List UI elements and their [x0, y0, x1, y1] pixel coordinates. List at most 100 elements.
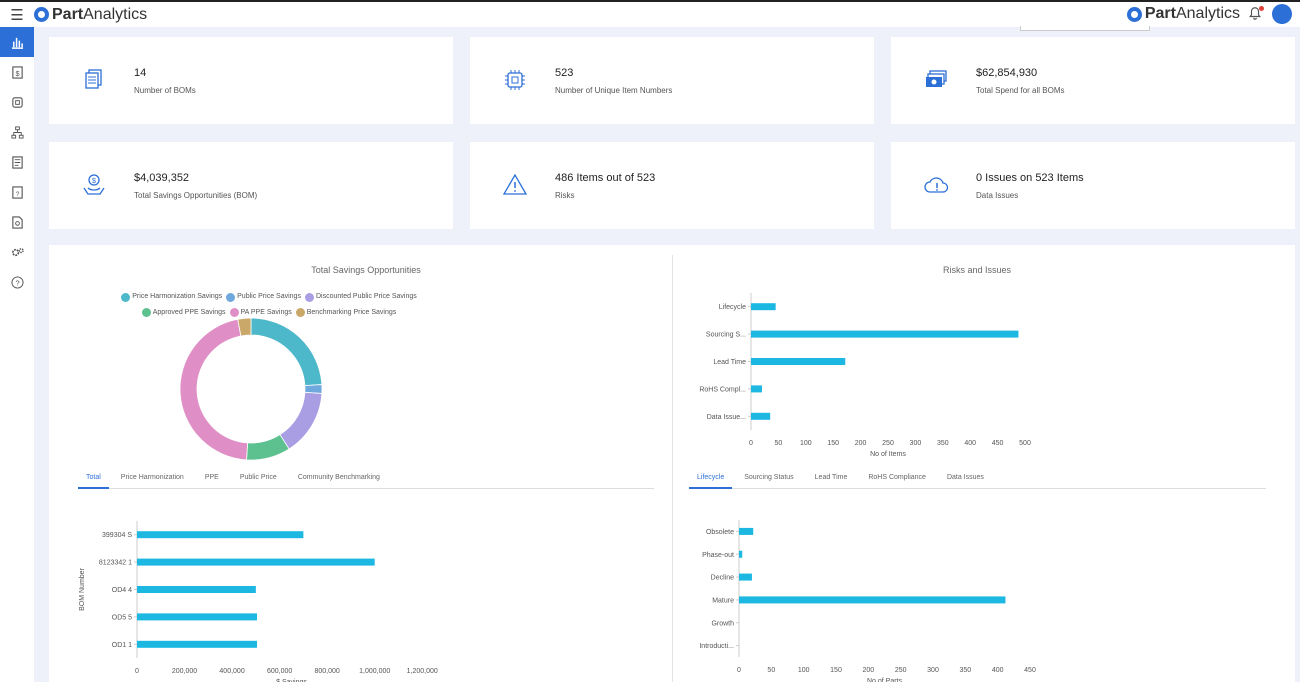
legend-label: Price Harmonization Savings: [132, 293, 223, 300]
kpi-value: $4,039,352: [134, 172, 190, 184]
tab-community-benchmarking[interactable]: Community Benchmarking: [297, 474, 380, 481]
savings-title: Total Savings Opportunities: [311, 265, 421, 275]
svg-text:?: ?: [15, 190, 19, 197]
y-tick-label: Obsolete: [706, 529, 734, 536]
legend-swatch: [304, 292, 314, 302]
y-axis-label: BOM Number: [79, 567, 86, 610]
sidebar-item-help[interactable]: ?: [0, 267, 34, 297]
documents-icon: [85, 69, 102, 89]
donut-slice: [250, 317, 323, 387]
x-tick-label: 300: [927, 667, 939, 674]
x-axis-label: No of Items: [870, 451, 906, 458]
x-tick-label: 500: [1019, 440, 1031, 447]
logo[interactable]: Part Analytics: [34, 6, 147, 24]
logo-bold: Part: [1144, 5, 1176, 22]
x-tick-label: 600,000: [267, 668, 292, 675]
legend-item[interactable]: Benchmarking Price Savings: [295, 307, 397, 319]
donut-slice: [179, 318, 249, 461]
kpi-card-boms[interactable]: 14 Number of BOMs: [49, 37, 453, 124]
sidebar-item-hierarchy[interactable]: [0, 117, 34, 147]
y-tick-label: OD1 1: [112, 642, 132, 649]
y-tick-label: OD5 5: [112, 614, 132, 621]
avatar[interactable]: [1272, 4, 1292, 24]
risks-tabs: Lifecycle Sourcing Status Lead Time RoHS Co…: [689, 470, 1266, 489]
y-tick-label: 399304 S: [102, 532, 132, 539]
bar: [751, 385, 762, 393]
search-input[interactable]: [1020, 26, 1150, 31]
hierarchy-icon: [10, 125, 24, 139]
savings-legend: Price Harmonization Savings Public Price …: [79, 291, 459, 322]
bar: [751, 303, 776, 311]
x-tick-label: 50: [775, 440, 783, 447]
kpi-card-savings[interactable]: $ $4,039,352 Total Savings Opportunities…: [49, 142, 453, 229]
tab-ppe[interactable]: PPE: [204, 474, 219, 481]
logo-right[interactable]: Part Analytics: [1126, 5, 1240, 23]
x-tick-label: 200: [862, 667, 874, 674]
donut-slice: [237, 317, 252, 337]
bar: [739, 550, 743, 558]
y-tick-label: Sourcing S...: [706, 332, 746, 339]
risks-bar-chart: Lifecycle Sourcing S... Lead Time RoHS Comp…: [699, 293, 1031, 458]
bar: [739, 596, 1006, 604]
x-tick-label: 250: [882, 440, 894, 447]
kpi-label: Number of BOMs: [134, 86, 196, 95]
x-tick-label: 1,200,000: [407, 668, 438, 675]
sidebar-item-spend[interactable]: $: [0, 57, 34, 87]
legend-item[interactable]: Discounted Public Price Savings: [304, 291, 417, 303]
sidebar-item-quotes[interactable]: ?: [0, 177, 34, 207]
legend-item[interactable]: PA PPE Savings: [229, 307, 292, 319]
x-tick-label: 450: [992, 440, 1004, 447]
legend-item[interactable]: Price Harmonization Savings: [121, 291, 222, 303]
kpi-card-data-issues[interactable]: 0 Issues on 523 Items Data Issues: [891, 142, 1295, 229]
savings-hand-icon: $: [83, 174, 105, 195]
sidebar-item-reports[interactable]: [0, 147, 34, 177]
legend-item[interactable]: Approved PPE Savings: [141, 307, 226, 319]
money-document-icon: ?: [11, 185, 23, 199]
sidebar-item-dashboard[interactable]: [0, 27, 34, 57]
sidebar-item-settings[interactable]: [0, 237, 34, 267]
bar: [751, 412, 771, 420]
kpi-value: 0 Issues on 523 Items: [976, 172, 1084, 184]
legend-label: Public Price Savings: [237, 293, 301, 300]
tab-rohs-compliance[interactable]: RoHS Compliance: [868, 474, 926, 481]
legend-item[interactable]: Public Price Savings: [226, 291, 301, 303]
y-tick-label: OD4 4: [112, 587, 132, 594]
bell-icon[interactable]: [1248, 6, 1264, 22]
legend-label: Approved PPE Savings: [152, 308, 226, 316]
x-tick-label: 200,000: [172, 668, 197, 675]
tab-lifecycle[interactable]: Lifecycle: [689, 470, 733, 489]
risks-title: Risks and Issues: [942, 265, 1012, 275]
y-tick-label: RoHS Compl...: [699, 386, 746, 393]
kpi-card-total-spend[interactable]: $62,854,930 Total Spend for all BOMs: [891, 37, 1295, 124]
legend-label: Benchmarking Price Savings: [306, 308, 397, 316]
sidebar: $ ? ?: [0, 27, 34, 682]
tab-price-harmonization[interactable]: Price Harmonization: [120, 474, 184, 481]
x-axis-label: $ Savings: [276, 679, 307, 682]
panel-divider: [672, 255, 673, 682]
hamburger-icon[interactable]: ☰: [10, 6, 24, 24]
tab-lead-time[interactable]: Lead Time: [814, 474, 848, 481]
cloud-alert-icon: [924, 177, 949, 193]
x-tick-label: 250: [895, 667, 907, 674]
kpi-card-unique-items[interactable]: 523 Number of Unique Item Numbers: [470, 37, 874, 124]
x-tick-label: 450: [1024, 667, 1036, 674]
y-tick-label: Lifecycle: [719, 304, 746, 311]
kpi-value: $62,854,930: [976, 67, 1038, 79]
x-tick-label: 400,000: [219, 668, 244, 675]
x-tick-label: 0: [737, 667, 741, 674]
tab-sourcing-status[interactable]: Sourcing Status: [744, 474, 794, 481]
x-tick-label: 200: [855, 440, 867, 447]
bar: [739, 573, 752, 581]
y-tick-label: Mature: [712, 597, 734, 604]
sidebar-item-search[interactable]: [0, 207, 34, 237]
savings-tabs: Total Price Harmonization PPE Public Price C…: [78, 470, 654, 489]
tab-data-issues[interactable]: Data Issues: [946, 474, 984, 481]
sidebar-item-parts[interactable]: [0, 87, 34, 117]
tab-total[interactable]: Total: [78, 470, 109, 489]
y-tick-label: Growth: [711, 620, 734, 627]
help-icon: ?: [10, 275, 24, 289]
tab-public-price[interactable]: Public Price: [239, 474, 277, 481]
kpi-card-risks[interactable]: 486 Items out of 523 Risks: [470, 142, 874, 229]
savings-donut-chart: [179, 317, 323, 461]
bom-savings-bar-chart: 399304 S 8123342 1 OD4 4 OD5 5 OD1 1 0 200,000…: [79, 521, 438, 682]
